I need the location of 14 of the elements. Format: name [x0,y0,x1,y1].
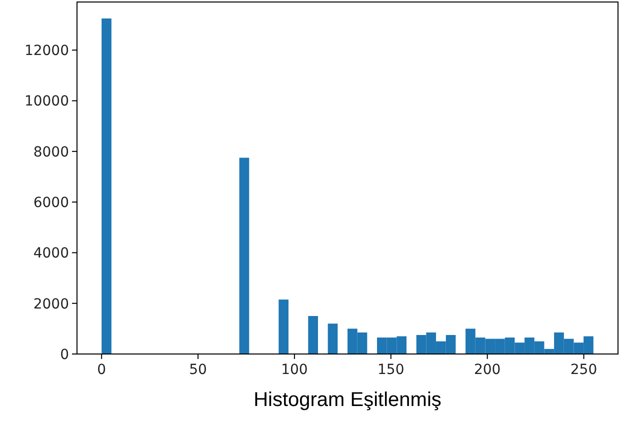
x-tick-label: 100 [281,362,308,378]
y-tick-label: 2000 [33,296,69,312]
x-tick-label: 50 [189,362,207,378]
x-axis-title: Histogram Eşitlenmiş [254,389,442,411]
x-tick-label: 250 [570,362,598,378]
y-tick-label: 6000 [33,194,69,211]
x-tick-label: 200 [474,362,501,378]
y-tick-label: 0 [60,346,69,363]
y-tick-label: 12000 [24,43,69,60]
x-tick-label: 150 [378,362,404,378]
y-tick-label: 4000 [33,246,69,262]
y-tick-label: 10000 [24,94,69,110]
x-tick-label: 0 [97,362,106,378]
y-tick-label: 8000 [33,144,69,160]
